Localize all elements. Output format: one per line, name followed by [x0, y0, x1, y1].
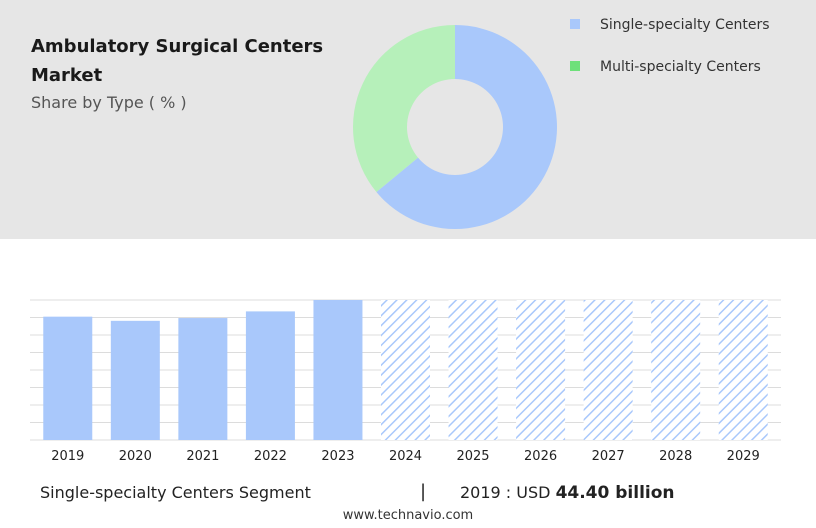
bar-forecast-2026: [516, 300, 566, 440]
donut-chart: [353, 25, 557, 230]
footer-value-bold: 44.40 billion: [555, 483, 675, 503]
x-tick-label-2029: 2029: [727, 449, 760, 464]
bar-2022: [245, 311, 295, 440]
x-tick-label-2028: 2028: [659, 449, 692, 464]
bar-2023: [313, 300, 363, 440]
footer-value-prefix: 2019 : USD: [460, 483, 551, 502]
bar-forecast-2027: [583, 300, 633, 440]
x-tick-label-2020: 2020: [119, 449, 152, 464]
donut-slice-single-specialty: [376, 25, 557, 230]
x-tick-label-2026: 2026: [524, 449, 557, 464]
bar-chart: 2019 2020 2021 2022 2023 2024 2025 2026 2027 2028…: [30, 299, 781, 464]
chart-subtitle: Share by Type ( % ): [31, 93, 187, 112]
bar-2019: [43, 316, 93, 440]
footer-value: 2019 : USD 44.40 billion: [460, 483, 675, 503]
donut-slice-multi-specialty: [353, 25, 455, 193]
x-tick-label-2022: 2022: [254, 449, 287, 464]
bar-2021: [178, 318, 228, 440]
x-tick-label-2023: 2023: [321, 449, 354, 464]
bar-forecast-2025: [448, 300, 498, 440]
legend-swatch-multi-specialty: [570, 61, 580, 71]
bar-forecast-2029: [718, 300, 768, 440]
x-tick-label-2025: 2025: [456, 449, 489, 464]
chart-title: Ambulatory Surgical Centers Market: [31, 36, 324, 86]
x-tick-label-2024: 2024: [389, 449, 422, 464]
footer-segment-label: Single-specialty Centers Segment: [40, 483, 311, 502]
x-tick-label-2019: 2019: [51, 449, 84, 464]
footer-separator: |: [420, 481, 427, 502]
legend-swatch-single-specialty: [570, 19, 580, 29]
x-tick-label-2027: 2027: [592, 449, 625, 464]
bar-forecast-2024: [381, 300, 430, 440]
source-link[interactable]: www.technavio.com: [342, 508, 474, 523]
legend-label-multi-specialty: Multi-specialty Centers: [600, 59, 761, 75]
x-tick-label-2021: 2021: [186, 449, 219, 464]
bar-forecast-2028: [651, 300, 701, 440]
bar-2020: [110, 320, 160, 440]
legend-label-single-specialty: Single-specialty Centers: [600, 17, 770, 33]
